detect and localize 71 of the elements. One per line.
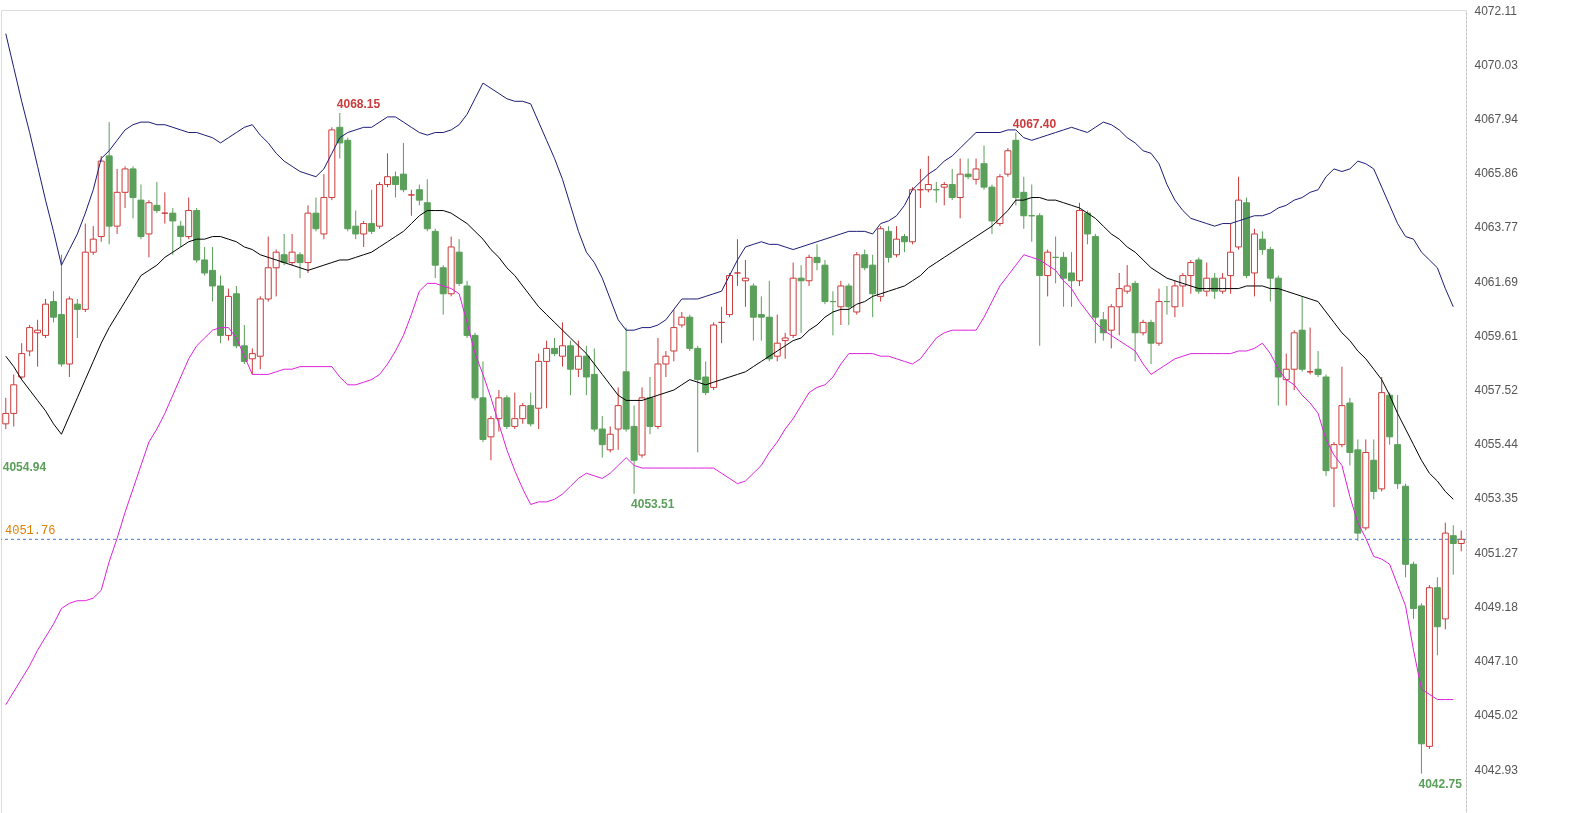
candlestick <box>527 392 535 427</box>
annotation: 4054.94 <box>2 459 47 474</box>
y-tick-label: 4045.02 <box>1474 708 1519 723</box>
y-tick-label: 4061.69 <box>1474 274 1519 289</box>
line-series <box>5 197 1454 500</box>
y-tick-label: 4051.27 <box>1474 545 1519 560</box>
candlestick <box>574 340 582 378</box>
candlestick <box>551 337 559 357</box>
annotation: 4042.75 <box>1418 776 1463 791</box>
candlestick <box>73 298 81 339</box>
candlestick <box>1314 350 1322 378</box>
annotation: 4067.40 <box>1012 116 1057 131</box>
candlestick <box>161 191 169 225</box>
candlestick <box>566 340 574 396</box>
candlestick <box>18 342 26 381</box>
candlestick <box>940 181 948 206</box>
candlestick <box>845 282 853 326</box>
candlestick <box>559 321 566 368</box>
y-tick-label: 4047.10 <box>1474 654 1519 669</box>
candlestick <box>893 225 901 258</box>
candlestick <box>948 168 956 201</box>
candlestick <box>169 207 177 256</box>
candlestick <box>813 243 821 271</box>
candlestick <box>288 233 296 266</box>
candlestick <box>797 264 805 334</box>
y-tick-label: 4055.44 <box>1474 437 1519 452</box>
candlestick <box>614 386 622 451</box>
candlestick <box>781 332 789 360</box>
candlestick <box>1227 223 1235 295</box>
annotation: 4068.15 <box>336 97 381 111</box>
y-tick-label: 4063.77 <box>1474 220 1519 235</box>
candlestick <box>670 308 678 362</box>
candlestick <box>360 220 368 248</box>
candlestick <box>924 155 932 193</box>
candlestick <box>901 233 908 253</box>
candlestick <box>964 158 972 180</box>
candlestick <box>1219 272 1227 295</box>
y-tick-label: 4042.93 <box>1474 762 1519 777</box>
candlestick <box>280 233 288 266</box>
line-series <box>5 33 1454 331</box>
candlestick <box>606 425 614 453</box>
candlestick <box>312 197 320 232</box>
y-tick-label: 4070.03 <box>1474 57 1519 72</box>
candlestick <box>1211 272 1219 300</box>
candlestick <box>1083 210 1091 245</box>
line-series <box>5 254 1454 706</box>
y-tick-label: 4065.86 <box>1474 166 1519 181</box>
candlestick <box>415 184 423 206</box>
candlestick <box>1203 262 1211 297</box>
candlestick <box>956 158 964 219</box>
candlestick <box>805 254 813 287</box>
candlestick <box>296 251 304 279</box>
candlestick <box>177 220 185 248</box>
y-tick-label: 4067.94 <box>1474 111 1519 126</box>
y-tick-label: 4072.11 <box>1474 3 1518 18</box>
candlestick <box>1147 319 1155 365</box>
candlestick <box>368 189 376 235</box>
candlestick <box>972 158 980 186</box>
candlestick <box>153 181 161 214</box>
candlestick <box>733 238 741 287</box>
candlestick <box>1044 249 1052 297</box>
y-tick-label: 4057.52 <box>1474 383 1519 397</box>
annotation: 4053.51 <box>631 496 675 511</box>
candlestick <box>1449 524 1457 576</box>
candlestick <box>837 280 845 326</box>
y-tick-label: 4049.18 <box>1474 599 1519 614</box>
candlestick <box>1004 147 1012 178</box>
ref-line-label: 4051.76 <box>5 524 56 539</box>
y-tick-label: 4059.61 <box>1474 328 1519 343</box>
candlestick <box>407 189 415 217</box>
y-tick-label: 4053.35 <box>1474 491 1519 506</box>
